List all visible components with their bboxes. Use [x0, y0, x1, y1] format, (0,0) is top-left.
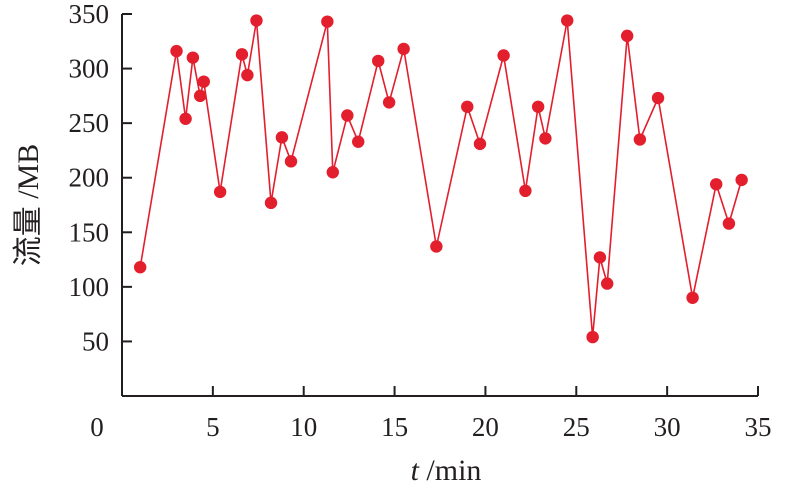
data-point: [352, 135, 365, 148]
data-point: [250, 14, 263, 27]
data-point: [519, 184, 532, 198]
data-point: [179, 112, 192, 125]
x-tick-label: 30: [654, 412, 681, 442]
data-point: [170, 44, 183, 58]
data-point: [539, 132, 552, 145]
data-point: [326, 166, 339, 179]
data-point: [213, 185, 227, 199]
x-axis-title-unit: /min: [419, 454, 482, 487]
x-tick-label: 10: [290, 412, 317, 442]
data-point: [264, 196, 278, 210]
data-point: [620, 29, 634, 43]
y-tick-label: 300: [69, 54, 110, 84]
data-point: [461, 100, 474, 113]
data-point: [586, 330, 599, 344]
data-point: [275, 131, 289, 144]
data-point: [497, 49, 510, 62]
y-tick-label: 50: [82, 326, 109, 356]
y-tick-label: 350: [69, 0, 110, 29]
data-point: [651, 91, 665, 105]
x-tick-label: 15: [381, 412, 408, 442]
data-point: [197, 75, 210, 88]
data-point: [561, 14, 574, 27]
data-point: [722, 217, 736, 230]
x-tick-label: 0: [90, 412, 104, 442]
data-point: [686, 291, 699, 304]
data-point: [397, 42, 410, 56]
y-tick-label: 150: [69, 217, 110, 247]
data-point: [382, 96, 396, 109]
data-point: [600, 277, 614, 290]
data-point: [531, 100, 545, 113]
x-tick-label: 35: [745, 412, 772, 442]
data-point: [133, 261, 147, 274]
x-axis-ticks: 0 5 10 15 20 25 30 35: [90, 386, 772, 442]
y-axis-title: 流量 /MB: [12, 144, 45, 267]
x-tick-label: 20: [472, 412, 499, 442]
data-point: [735, 173, 748, 187]
x-tick-label: 5: [206, 412, 220, 442]
data-point: [186, 51, 200, 64]
y-tick-label: 100: [69, 272, 110, 302]
data-point: [284, 155, 298, 168]
series-layer: [133, 14, 748, 344]
data-point: [710, 178, 723, 191]
data-point: [633, 133, 647, 146]
data-point: [241, 68, 254, 82]
x-tick-label: 25: [563, 412, 590, 442]
x-axis-title-variable: t: [411, 454, 420, 487]
data-point: [473, 137, 487, 151]
data-point: [372, 54, 385, 68]
data-point: [430, 240, 443, 253]
series-line: [139, 19, 743, 338]
data-point: [593, 251, 607, 264]
y-axis-ticks: 50 100 150 200 250 300 350: [69, 0, 132, 356]
data-point: [193, 89, 207, 103]
y-tick-label: 200: [69, 163, 110, 193]
data-point: [341, 109, 354, 122]
data-point: [235, 48, 249, 61]
x-axis-title: t /min: [411, 454, 482, 487]
data-point: [321, 15, 334, 28]
y-tick-label: 250: [69, 108, 110, 138]
